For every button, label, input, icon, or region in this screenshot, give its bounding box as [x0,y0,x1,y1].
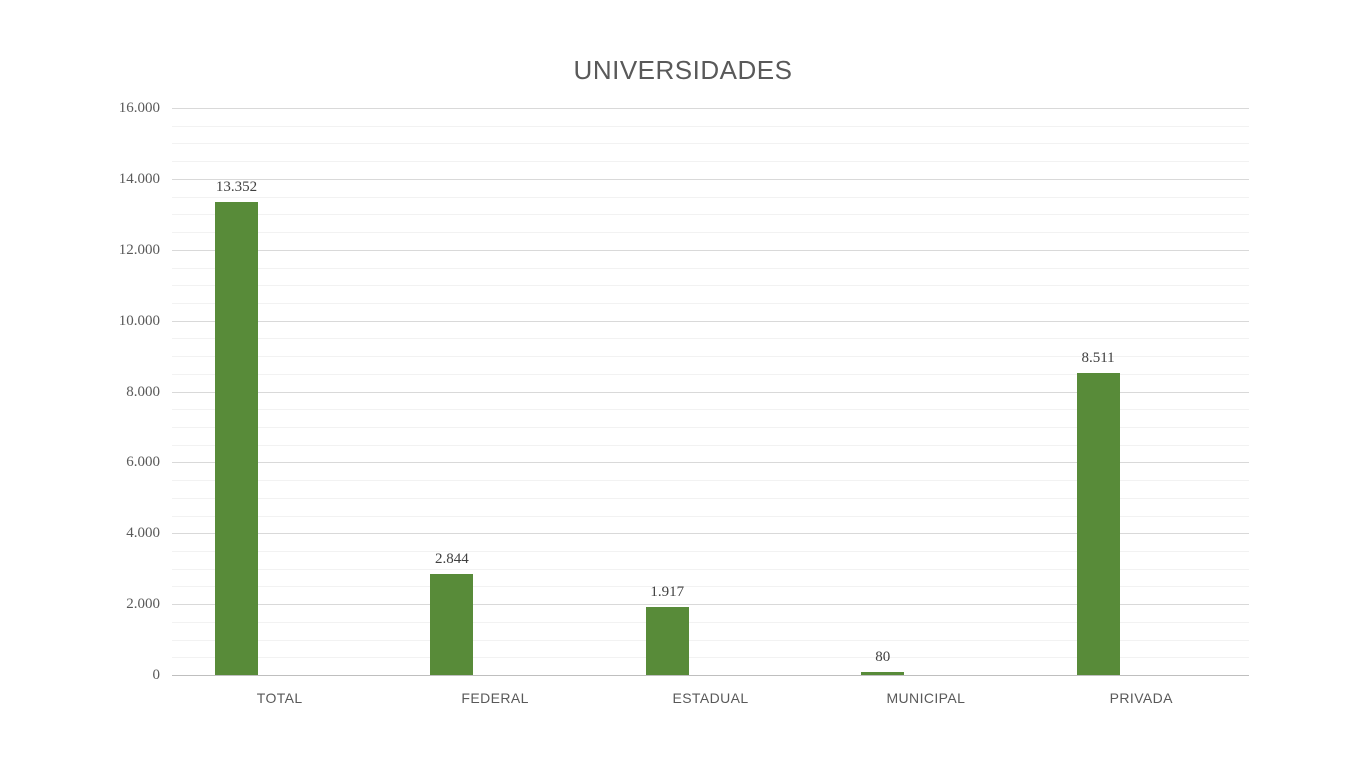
y-grid-major [172,249,1249,251]
y-grid-minor [172,568,1249,570]
y-grid-minor [172,551,1249,552]
y-grid-major [172,604,1249,606]
bar-value-label: 1.917 [650,584,685,601]
y-grid-minor [172,409,1249,411]
y-grid-minor [172,586,1249,588]
category-label-privada: PRIVADA [1109,690,1173,706]
y-tick-label: 10.000 [118,312,160,329]
bar-estadual [645,607,689,675]
y-grid-minor [172,302,1249,304]
y-grid-minor [172,267,1249,269]
y-tick-label: 0 [152,667,161,683]
y-grid-minor [172,497,1249,499]
y-tick-label: 12.000 [118,241,160,258]
bar-municipal [861,672,905,675]
y-grid-minor [172,639,1249,641]
y-grid-major [172,178,1249,180]
y-grid-major [172,320,1249,322]
y-grid-minor [172,515,1249,517]
y-grid-minor [172,426,1249,428]
bar-value-label: 13.352 [215,178,258,195]
bar-value-label: 2.844 [435,551,469,568]
y-grid-minor [172,338,1249,340]
y-grid-minor [172,621,1249,623]
y-tick-label: 16.000 [118,100,160,116]
y-grid-minor [172,143,1249,145]
category-label-total: TOTAL [256,690,303,706]
y-tick-label: 4.000 [126,525,160,542]
y-tick-label: 6.000 [126,454,160,471]
y-tick-label: 2.000 [126,596,160,613]
y-grid-minor [172,232,1249,233]
y-grid-major [172,391,1249,393]
category-label-federal: FEDERAL [461,690,529,706]
y-grid-minor [172,444,1249,446]
y-grid-minor [172,214,1249,216]
y-grid-minor [172,373,1249,375]
chart-title: UNIVERSIDADES [573,55,793,85]
y-grid-minor [172,196,1249,198]
y-grid-minor [172,125,1249,127]
y-grid-minor [172,657,1249,659]
y-grid-minor [172,480,1249,482]
y-grid-major [172,533,1249,535]
bar-value-label: 8.511 [1081,350,1115,367]
y-tick-label: 14.000 [118,170,160,187]
y-tick-label: 8.000 [126,383,160,400]
x-axis-line [172,675,1249,676]
y-grid-major [172,462,1249,464]
y-grid-major [172,108,1249,109]
bar-federal [430,574,474,675]
bar-value-label: 80 [875,649,891,666]
category-label-municipal: MUNICIPAL [886,690,966,706]
y-grid-minor [172,285,1249,287]
category-label-estadual: ESTADUAL [672,690,749,706]
y-grid-minor [172,356,1249,358]
y-grid-minor [172,161,1249,163]
bar-total [215,201,258,675]
bar-privada [1076,373,1120,675]
